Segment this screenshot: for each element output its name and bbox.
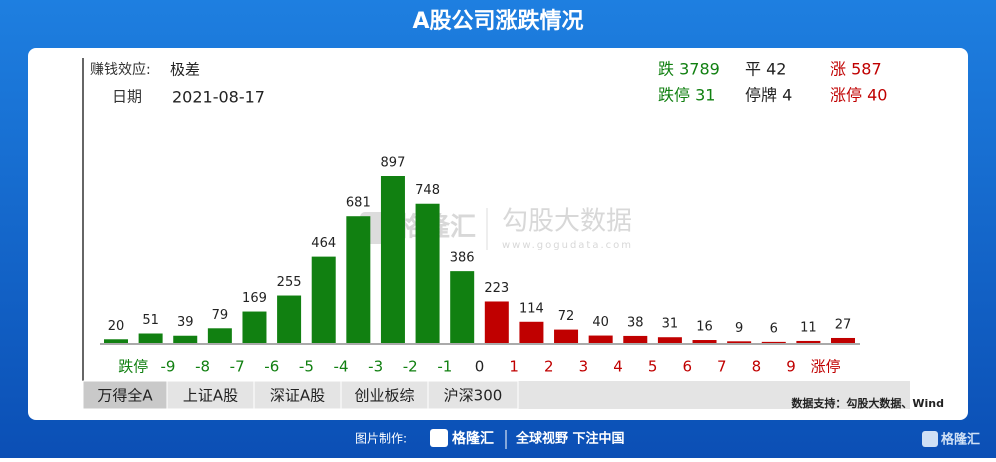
bar [380,176,405,343]
bar [761,341,786,343]
tab-label[interactable]: 深证A股 [270,387,325,405]
x-tick-label: 涨停 [811,358,841,376]
tab-label[interactable]: 上证A股 [183,387,238,405]
footer-brand: 格隆汇 [452,430,494,447]
x-tick-label: 2 [544,358,554,376]
data-label: 79 [212,308,229,323]
source: 数据支持：勾股大数据、Wind [791,396,944,410]
x-tick-label: 4 [613,358,623,376]
stat: 跌 3789 [658,60,720,79]
stat: 跌停 31 [658,86,715,105]
x-tick-label: 1 [509,358,519,376]
bar [138,333,163,343]
bar [554,329,579,343]
bar [519,321,544,343]
footer-logo [430,429,448,447]
tab[interactable] [166,380,255,410]
data-label: 114 [519,301,544,316]
bar [277,295,302,343]
bar [692,340,717,343]
x-tick-label: 9 [786,358,796,376]
x-tick-label: -5 [299,358,314,376]
data-label: 20 [108,319,125,334]
stat: 停牌 4 [745,86,792,105]
data-label: 255 [277,275,302,290]
x-tick-label: -2 [403,358,418,376]
stat: 平 42 [745,60,786,79]
data-label: 27 [835,317,852,332]
chart-title: A股公司涨跌情况 [412,8,583,34]
bar [796,340,821,343]
tab-label[interactable]: 万得全A [97,387,153,405]
watermark-url: www.gogudata.com [502,240,633,251]
effect-value: 极差 [170,61,200,79]
x-tick-label: 7 [717,358,727,376]
corner-brand: 格隆汇 [941,432,980,448]
x-tick-label: 3 [579,358,589,376]
data-label: 386 [450,251,475,266]
x-tick-label: 0 [475,358,485,376]
data-label: 72 [558,309,575,324]
bar [415,203,440,343]
data-label: 9 [735,321,743,336]
tab[interactable] [340,380,429,410]
bar [588,335,613,343]
effect-label: 赚钱效应: [90,61,151,78]
data-label: 31 [662,317,679,332]
footer-text: 图片制作: [355,432,407,446]
x-tick-label: 跌停 [118,358,148,376]
data-label: 51 [142,313,159,328]
bar [207,328,232,343]
x-tick-label: -3 [368,358,383,376]
bar [242,311,267,343]
date: 2021-08-17 [172,88,265,107]
x-tick-label: 5 [648,358,658,376]
footer-slogan: 全球视野 下注中国 [515,431,625,447]
data-label: 38 [627,315,644,330]
tab-label[interactable]: 创业板综 [354,387,414,405]
tab[interactable] [427,380,519,410]
watermark: 格隆汇 勾股大数据 www.gogudata.com [360,207,633,251]
bar [173,335,198,343]
data-label: 897 [381,156,406,171]
bar [657,337,682,343]
stat: 涨 587 [830,60,882,79]
x-tick-label: 6 [682,358,692,376]
x-tick-label: -1 [437,358,452,376]
data-label: 464 [311,236,336,251]
bar [623,335,648,343]
tab[interactable] [253,380,342,410]
x-tick-label: -7 [230,358,245,376]
data-label: 16 [696,320,713,335]
data-label: 748 [415,183,440,198]
date-label: 日期 [112,88,142,106]
bar [104,339,128,343]
data-label: 223 [484,281,509,296]
bar [346,216,371,343]
data-label: 11 [800,320,817,335]
data-label: 169 [242,291,267,306]
data-label: 40 [592,315,609,330]
data-label: 39 [177,315,194,330]
bar [311,256,336,343]
bar [831,337,855,343]
bar [484,301,509,343]
x-tick-label: -8 [195,358,210,376]
stat: 涨停 40 [830,86,887,105]
bar [727,341,752,343]
corner-logo [922,431,938,447]
data-label: 6 [770,321,778,336]
x-tick-label: -4 [334,358,349,376]
tab-label[interactable]: 沪深300 [444,387,503,405]
data-label: 681 [346,196,371,211]
watermark-text: 勾股大数据 [502,207,632,237]
x-tick-label: 8 [752,358,762,376]
bar [450,271,475,343]
x-tick-label: -9 [160,358,175,376]
x-tick-label: -6 [264,358,279,376]
